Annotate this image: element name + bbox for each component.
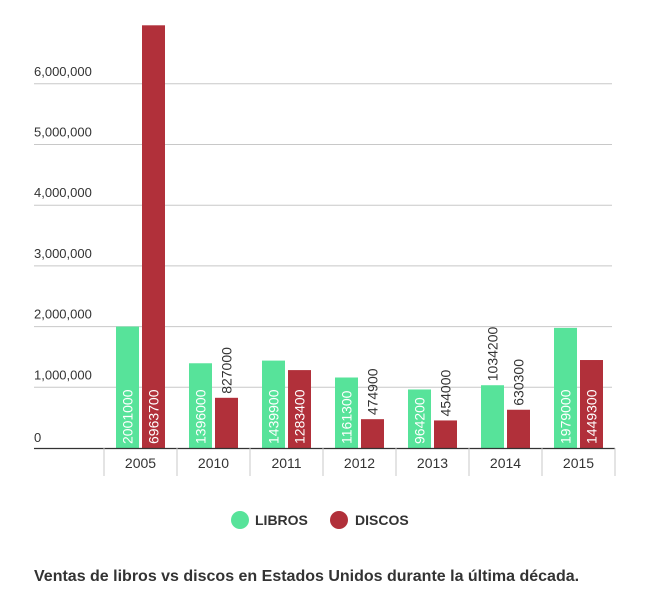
bar-value-label: 1979000 — [558, 389, 574, 444]
bar-value-label: 1034200 — [485, 327, 501, 382]
bar-discos-2014 — [507, 409, 530, 448]
y-axis-ticks: 0 1,000,000 2,000,000 3,000,000 4,000,000 5,0… — [34, 64, 92, 445]
y-tick-label: 3,000,000 — [34, 246, 92, 261]
x-tick-label: 2005 — [125, 455, 156, 471]
bar-libros-2012 — [335, 377, 358, 448]
bar-labels: 2001000 6963700 1396000 827000 1439900 128340… — [120, 327, 600, 444]
legend: LIBROS DISCOS — [231, 511, 409, 529]
x-tick-label: 2014 — [490, 455, 521, 471]
bar-value-label: 1449300 — [584, 389, 600, 444]
y-tick-label: 6,000,000 — [34, 64, 92, 79]
bar-value-label: 2001000 — [120, 389, 136, 444]
legend-marker-discos — [330, 511, 348, 529]
bars — [116, 25, 603, 449]
chart-caption: Ventas de libros vs discos en Estados Un… — [34, 568, 580, 585]
legend-marker-libros — [231, 511, 249, 529]
bar-value-label: 6963700 — [146, 389, 162, 444]
x-tick-label: 2011 — [271, 455, 301, 471]
bar-value-label: 474900 — [365, 368, 381, 415]
bar-libros-2005 — [116, 326, 139, 448]
bar-libros-2010 — [189, 363, 212, 448]
bar-value-label: 1283400 — [292, 389, 308, 444]
bar-discos-2011 — [288, 370, 311, 448]
y-tick-label: 5,000,000 — [34, 125, 92, 140]
bar-value-label: 964200 — [412, 397, 428, 444]
bar-value-label: 454000 — [438, 370, 454, 417]
y-tick-label: 1,000,000 — [34, 367, 92, 382]
bar-value-label: 1161300 — [339, 390, 355, 444]
bar-discos-2005 — [142, 25, 165, 449]
legend-label-discos: DISCOS — [355, 512, 409, 528]
bar-discos-2010 — [215, 397, 238, 448]
bar-libros-2014 — [481, 385, 504, 448]
x-tick-label: 2013 — [417, 455, 448, 471]
x-tick-label: 2012 — [344, 455, 375, 471]
bar-value-label: 1439900 — [266, 389, 282, 444]
bar-value-label: 827000 — [219, 347, 235, 394]
bar-discos-2015 — [580, 360, 603, 448]
x-axis: 2005 2010 2011 2012 2013 2014 2015 — [34, 447, 616, 476]
x-tick-label: 2015 — [563, 455, 594, 471]
y-tick-label: 2,000,000 — [34, 307, 92, 322]
legend-label-libros: LIBROS — [255, 512, 308, 528]
bar-libros-2013 — [408, 389, 431, 448]
y-tick-label: 4,000,000 — [34, 185, 92, 200]
bar-value-label: 1396000 — [193, 389, 209, 444]
bar-libros-2011 — [262, 360, 285, 448]
bar-libros-2015 — [554, 327, 577, 448]
bar-discos-2013 — [434, 420, 457, 448]
bar-discos-2012 — [361, 419, 384, 448]
x-tick-label: 2010 — [198, 455, 229, 471]
bar-value-label: 630300 — [511, 359, 527, 406]
y-tick-label: 0 — [34, 430, 41, 445]
